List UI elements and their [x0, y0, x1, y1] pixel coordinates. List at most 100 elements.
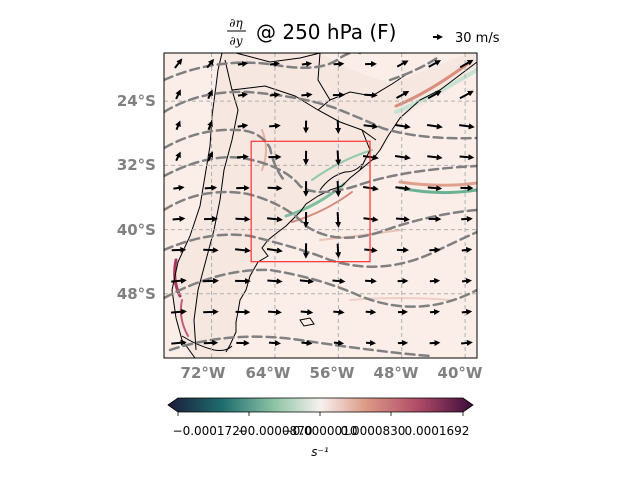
wind-arrow [237, 122, 249, 129]
wind-arrow [172, 215, 186, 222]
geopotential-contours [164, 53, 477, 358]
field-streak [349, 297, 451, 301]
wind-arrow [237, 61, 249, 67]
wind-arrow [395, 216, 410, 223]
contour-line [168, 335, 432, 358]
wind-arrow [461, 215, 473, 222]
wind-arrow [206, 58, 215, 69]
wind-arrow [333, 60, 345, 67]
tierra-del-fuego [181, 335, 233, 351]
wind-arrow [333, 309, 345, 316]
wind-arrow [395, 185, 411, 192]
border-bolivia [235, 53, 321, 63]
wind-arrow [459, 90, 474, 100]
lat-tick-label: 48°S [117, 285, 156, 303]
field-streak [261, 129, 267, 171]
wind-arrow [429, 309, 440, 315]
wind-arrow [266, 216, 283, 223]
wind-arrow [301, 61, 313, 67]
wind-arrow [364, 92, 378, 99]
lon-tick-label: 56°W [310, 364, 355, 382]
colorbar-bar [167, 397, 474, 413]
wind-arrow [427, 154, 443, 161]
wind-arrow [268, 309, 282, 316]
colorbar-tick-label: −0.0000010 [283, 424, 358, 438]
field-streak [394, 60, 472, 108]
wind-arrow [429, 339, 441, 346]
contour-line [164, 90, 477, 140]
field-streak [179, 299, 189, 337]
wind-arrow [203, 247, 219, 254]
border-chile-argentina [193, 59, 239, 351]
wind-arrow [428, 60, 442, 68]
graticule [164, 53, 477, 358]
wind-arrow [396, 60, 409, 68]
wind-arrow [301, 91, 313, 98]
contour-line [164, 268, 477, 308]
wind-arrow [335, 243, 342, 259]
lon-tick-label: 72°W [181, 364, 226, 382]
wind-arrow [207, 120, 213, 131]
wind-arrow [267, 278, 283, 285]
wind-arrow [332, 278, 346, 285]
wind-arrow [173, 184, 185, 191]
wind-arrow [175, 120, 181, 131]
wind-arrow [459, 154, 475, 161]
lon-tick-labels: 72°W 64°W 56°W 48°W 40°W [181, 364, 483, 382]
lon-tick-label: 64°W [246, 364, 291, 382]
wind-arrow [426, 123, 443, 130]
lat-tick-labels: 24°S 32°S 40°S 48°S [117, 92, 156, 303]
wind-arrow [203, 339, 219, 346]
wind-arrow [174, 58, 183, 69]
wind-arrow [461, 278, 472, 284]
colorbar-label: s⁻¹ [311, 445, 329, 459]
wind-arrow [203, 308, 219, 315]
wind-arrow [207, 89, 213, 100]
wind-arrow [459, 59, 474, 69]
wind-arrow [363, 123, 379, 130]
quiver-key-label: 30 m/s [455, 31, 500, 46]
wind-arrow [396, 91, 410, 99]
wind-arrow [299, 278, 315, 285]
colorbar-tick-label: 0.0000830 [341, 424, 406, 438]
wind-arrow [207, 151, 213, 162]
wind-arrow [394, 154, 411, 161]
wind-arrow [202, 277, 219, 284]
colorbar-tick-label: −0.0000870 [238, 424, 313, 438]
wind-arrow [460, 339, 473, 346]
coastline-east [225, 61, 477, 353]
contour-line [388, 54, 442, 82]
wind-arrow [234, 247, 251, 254]
wind-arrow [459, 123, 475, 130]
title-numerator: ∂η [229, 16, 243, 30]
wind-arrow [237, 92, 248, 98]
wind-arrow [301, 340, 313, 347]
colorbar-tick-marks [177, 412, 464, 416]
title-text: @ 250 hPa (F) [256, 20, 396, 44]
wind-arrow [171, 339, 187, 346]
wind-arrow [175, 151, 181, 162]
lat-tick-label: 40°S [117, 221, 156, 239]
wind-arrow [395, 123, 411, 130]
wind-arrow [268, 340, 281, 347]
wind-arrow [335, 180, 342, 197]
contour-line [164, 128, 286, 182]
field-streak [291, 191, 353, 223]
wind-arrow [236, 153, 249, 160]
wind-vectors [170, 58, 475, 347]
wind-arrow [266, 247, 283, 254]
wind-arrow [175, 89, 181, 100]
wind-arrow [333, 340, 345, 346]
colorbar-tick-label: 0.0001692 [405, 424, 470, 438]
wind-arrow [235, 216, 251, 223]
lon-tick-label: 40°W [438, 364, 483, 382]
wind-arrow [335, 150, 342, 166]
title-denominator: ∂y [230, 34, 243, 48]
coastline-west [171, 53, 223, 358]
chart-title: ∂η ∂y @ 250 hPa (F) [227, 16, 396, 48]
wind-arrow [335, 120, 342, 134]
wind-arrow [204, 184, 218, 191]
lon-tick-label: 48°W [374, 364, 419, 382]
analysis-box [250, 140, 371, 263]
